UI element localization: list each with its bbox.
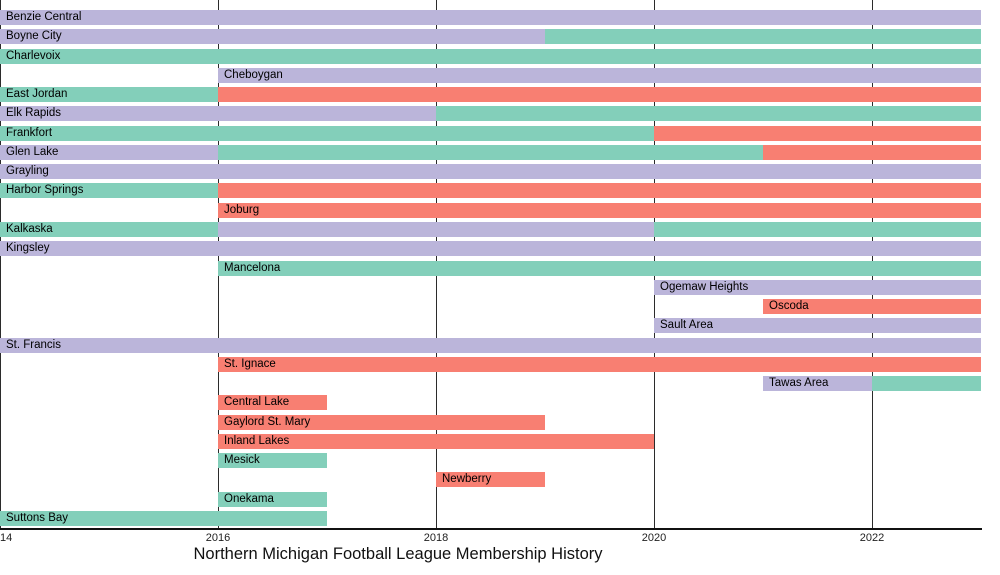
membership-bar-segment [0,48,981,64]
chart-title: Northern Michigan Football League Member… [193,545,603,563]
team-label: Frankfort [6,126,53,139]
team-label: Glen Lake [6,145,59,158]
team-label: Gaylord St. Mary [224,415,311,428]
x-tick-label: 2022 [859,532,885,544]
team-label: Mancelona [224,261,281,274]
membership-bar-segment [654,279,981,295]
membership-bar-segment [218,453,327,469]
team-label: St. Ignace [224,357,276,370]
membership-bar-segment [763,144,981,160]
membership-bar-segment [218,414,545,430]
membership-bar-segment [872,376,981,392]
membership-bar-segment [218,144,763,160]
team-label: Harbor Springs [6,184,84,197]
team-label: Inland Lakes [224,434,290,447]
team-label: Onekama [224,492,274,505]
membership-bar-segment [218,221,654,237]
membership-bar-segment [436,472,545,488]
x-tick-label: 2020 [641,532,667,544]
team-label: Sault Area [660,319,714,332]
x-tick-label: 14 [0,532,13,544]
team-label: Newberry [442,473,492,486]
team-label: Charlevoix [6,49,61,62]
membership-bar-segment [218,183,981,199]
team-label: Grayling [6,165,49,178]
team-label: Cheboygan [224,68,283,81]
membership-bar-segment [0,10,981,25]
membership-bar-segment [0,164,981,180]
membership-bar-segment [218,67,981,83]
membership-bar-segment [218,491,327,507]
x-tick-label: 2018 [423,532,449,544]
membership-bar-segment [763,376,872,392]
team-label: Joburg [224,203,260,216]
membership-bar-segment [0,87,218,103]
team-label: Kingsley [6,242,50,255]
membership-bar-segment [0,29,545,45]
membership-bar-segment [763,299,981,315]
team-label: Mesick [224,454,260,467]
x-tick-label: 2016 [205,532,231,544]
membership-bar-segment [0,337,981,353]
team-label: East Jordan [6,88,68,101]
team-label: Tawas Area [769,377,829,390]
membership-bar-segment [218,395,327,411]
team-label: Central Lake [224,396,290,409]
team-label: Oscoda [769,300,809,313]
membership-bar-segment [218,356,981,372]
team-label: Benzie Central [6,11,82,23]
membership-bar-segment [0,221,218,237]
membership-bar-segment [545,29,981,45]
membership-bar-segment [0,144,218,160]
membership-bar-segment [218,260,981,276]
membership-bar-segment [218,87,981,103]
team-label: St. Francis [6,338,61,351]
x-axis-line [0,528,982,530]
membership-bar-segment [654,221,981,237]
team-label: Ogemaw Heights [660,280,749,293]
gridline-2014 [0,0,1,528]
membership-bar-segment [0,125,654,141]
membership-bar-segment [654,125,981,141]
membership-bar-segment [0,511,327,527]
team-label: Suttons Bay [6,512,69,525]
membership-bar-segment [218,202,981,218]
membership-bar-segment [0,183,218,199]
team-label: Boyne City [6,30,62,43]
membership-bar-segment [0,106,436,122]
team-label: Elk Rapids [6,107,61,120]
membership-bar-segment [436,106,981,122]
membership-bar-segment [654,318,981,334]
membership-bar-segment [218,433,654,449]
membership-bar-segment [0,241,981,257]
team-label: Kalkaska [6,222,53,235]
